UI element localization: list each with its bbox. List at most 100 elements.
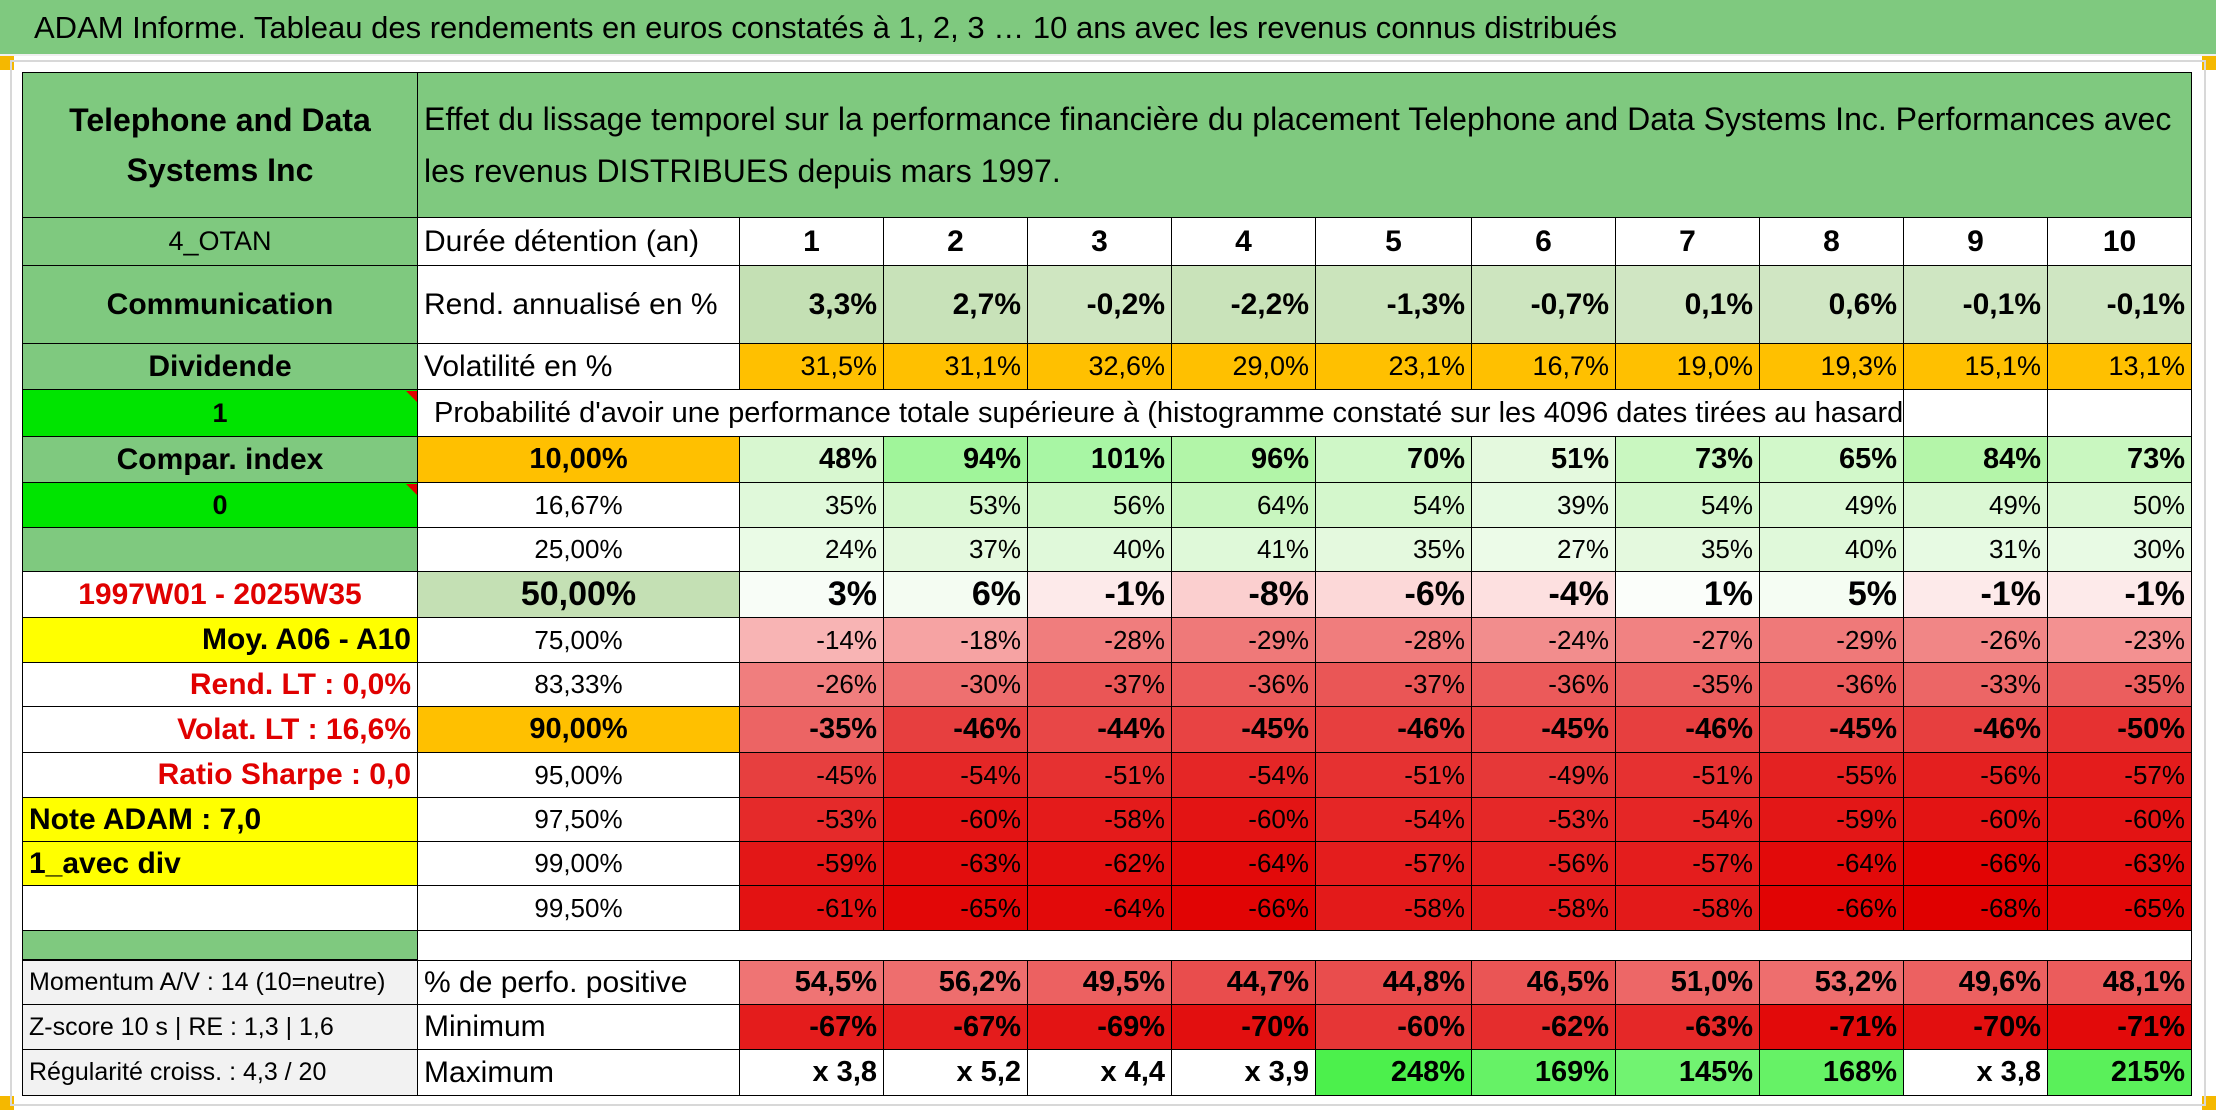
year-header: 2 [884,218,1028,266]
percentile-value: -6% [1316,572,1472,618]
percentile-value: -60% [884,798,1028,842]
percentile-value: -33% [1904,663,2048,707]
percentile-value: -18% [884,618,1028,663]
volat-value: 29,0% [1172,344,1316,390]
rend-value: -1,3% [1316,266,1472,344]
minimum-value: -70% [1904,1005,2048,1050]
sharpe-label: Ratio Sharpe : 0,0 [22,753,418,798]
percentile-label: 90,00% [418,707,740,753]
percentile-value: -56% [1904,753,2048,798]
rend-value: -0,2% [1028,266,1172,344]
pct-pos-value: 54,5% [740,960,884,1005]
percentile-value: 51% [1472,437,1616,483]
flag-one: 1 [22,390,418,437]
pct-pos-value: 56,2% [884,960,1028,1005]
percentile-value: -45% [1172,707,1316,753]
percentile-value: -29% [1172,618,1316,663]
period-label: 1997W01 - 2025W35 [22,572,418,618]
percentile-value: -45% [740,753,884,798]
minimum-label: Minimum [418,1005,740,1050]
percentile-label: 75,00% [418,618,740,663]
rend-value: 2,7% [884,266,1028,344]
percentile-value: -58% [1316,886,1472,931]
year-header: 5 [1316,218,1472,266]
maximum-value: 168% [1760,1050,1904,1096]
year-header: 3 [1028,218,1172,266]
percentile-value: -36% [1760,663,1904,707]
percentile-value: 48% [740,437,884,483]
percentile-label: 83,33% [418,663,740,707]
percentile-value: 3% [740,572,884,618]
pct-pos-value: 48,1% [2048,960,2192,1005]
percentile-value: -61% [740,886,884,931]
percentile-value: -35% [1616,663,1760,707]
report-title: ADAM Informe. Tableau des rendements en … [0,0,2216,56]
percentile-value: -4% [1472,572,1616,618]
percentile-value: 94% [884,437,1028,483]
note-adam: Note ADAM : 7,0 [22,798,418,842]
spacer-cell [22,931,418,960]
rend-value: -2,2% [1172,266,1316,344]
percentile-value: -51% [1616,753,1760,798]
pct_pos-label: % de perfo. positive [418,960,740,1005]
percentile-value: -14% [740,618,884,663]
percentile-value: 65% [1760,437,1904,483]
empty-cell [22,886,418,931]
percentile-value: -29% [1760,618,1904,663]
rend-value: -0,7% [1472,266,1616,344]
percentile-value: -28% [1316,618,1472,663]
percentile-value: -58% [1616,886,1760,931]
percentile-value: -53% [1472,798,1616,842]
percentile-value: -46% [1616,707,1760,753]
percentile-value: -26% [1904,618,2048,663]
volat-value: 32,6% [1028,344,1172,390]
percentile-value: -55% [1760,753,1904,798]
maximum-value: x 4,4 [1028,1050,1172,1096]
percentile-label: 99,00% [418,842,740,886]
percentile-value: -1% [2048,572,2192,618]
year-header: 7 [1616,218,1760,266]
empty-cell [22,528,418,572]
percentile-value: -58% [1472,886,1616,931]
percentile-value: 35% [1616,528,1760,572]
percentile-value: -30% [884,663,1028,707]
percentile-value: 30% [2048,528,2192,572]
percentile-value: 54% [1316,483,1472,528]
flag-zero: 0 [22,483,418,528]
percentile-label: 10,00% [418,437,740,483]
percentile-value: 96% [1172,437,1316,483]
percentile-value: -58% [1028,798,1172,842]
volat-lt-label: Volat. LT : 16,6% [22,707,418,753]
percentile-value: 5% [1760,572,1904,618]
maximum-value: 145% [1616,1050,1760,1096]
percentile-value: -60% [1904,798,2048,842]
volat-value: 13,1% [2048,344,2192,390]
rend-value: 3,3% [740,266,884,344]
percentile-value: -57% [2048,753,2192,798]
percentile-value: -53% [740,798,884,842]
year-header: 9 [1904,218,2048,266]
percentile-label: 99,50% [418,886,740,931]
rend-value: -0,1% [1904,266,2048,344]
percentile-value: -44% [1028,707,1172,753]
percentile-value: 6% [884,572,1028,618]
percentile-value: -60% [2048,798,2192,842]
percentile-value: -36% [1172,663,1316,707]
percentile-label: 16,67% [418,483,740,528]
percentile-value: 39% [1472,483,1616,528]
percentile-value: -54% [1316,798,1472,842]
percentile-value: -27% [1616,618,1760,663]
percentile-value: 40% [1760,528,1904,572]
percentile-value: -64% [1172,842,1316,886]
pct-pos-value: 49,6% [1904,960,2048,1005]
rend-value: 0,1% [1616,266,1760,344]
volat-value: 31,1% [884,344,1028,390]
minimum-value: -69% [1028,1005,1172,1050]
percentile-value: 35% [740,483,884,528]
percentile-value: -36% [1472,663,1616,707]
spacer-cell [418,931,2192,960]
percentile-value: 41% [1172,528,1316,572]
maximum-value: 215% [2048,1050,2192,1096]
maximum-value: 169% [1472,1050,1616,1096]
minimum-value: -62% [1472,1005,1616,1050]
